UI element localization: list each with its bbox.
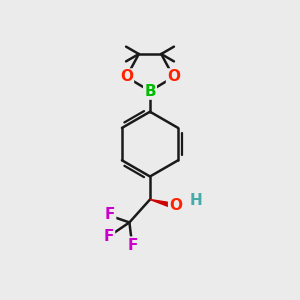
Text: B: B xyxy=(144,84,156,99)
Text: F: F xyxy=(128,238,138,253)
Polygon shape xyxy=(150,200,175,208)
Text: O: O xyxy=(167,70,180,85)
Text: O: O xyxy=(120,70,133,85)
Text: F: F xyxy=(105,207,115,222)
Text: H: H xyxy=(190,193,203,208)
Text: F: F xyxy=(103,229,114,244)
Text: O: O xyxy=(169,198,182,213)
